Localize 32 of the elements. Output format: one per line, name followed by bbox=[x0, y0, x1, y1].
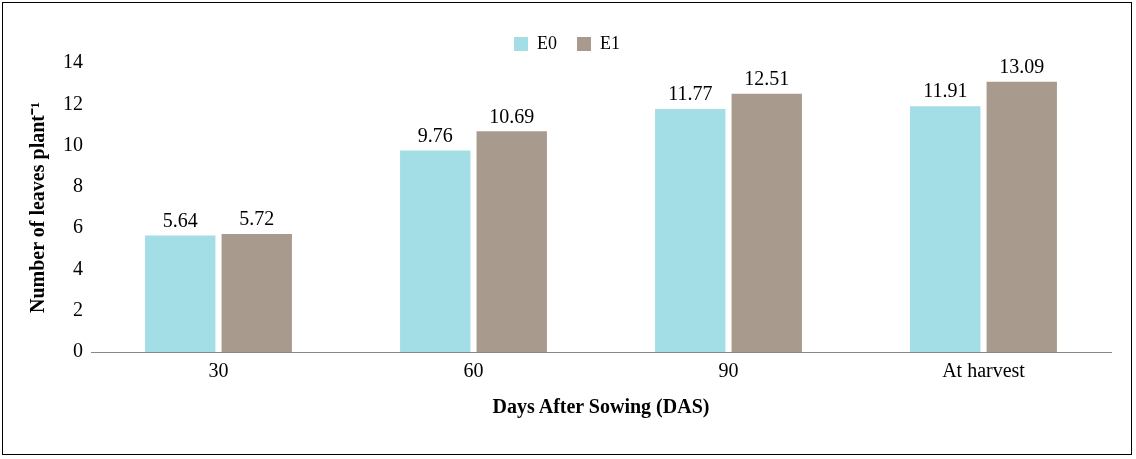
y-tick-label: 0 bbox=[73, 339, 83, 362]
y-tick-label: 2 bbox=[73, 297, 83, 320]
data-label: 13.09 bbox=[999, 55, 1045, 78]
legend-label: E1 bbox=[600, 32, 620, 53]
data-label: 11.91 bbox=[923, 79, 968, 102]
x-tick-label: 60 bbox=[463, 359, 484, 382]
data-label: 5.64 bbox=[162, 208, 198, 231]
x-tick-label: 30 bbox=[208, 359, 229, 382]
y-tick-label: 12 bbox=[63, 91, 83, 114]
y-axis-title: Number of leaves plant⁻¹ bbox=[26, 102, 50, 313]
data-label: 11.77 bbox=[668, 82, 713, 105]
bar bbox=[476, 131, 547, 352]
x-axis-title: Days After Sowing (DAS) bbox=[492, 395, 710, 419]
x-tick-label: 90 bbox=[718, 359, 739, 382]
bar bbox=[731, 93, 802, 352]
y-tick-label: 14 bbox=[63, 50, 83, 73]
y-tick-label: 4 bbox=[73, 256, 83, 279]
bar bbox=[400, 150, 471, 352]
bar bbox=[655, 109, 726, 352]
bar bbox=[221, 233, 292, 352]
legend-label: E0 bbox=[537, 32, 557, 53]
bar bbox=[910, 106, 981, 352]
x-tick-label: At harvest bbox=[942, 359, 1026, 382]
data-label: 12.51 bbox=[744, 67, 790, 90]
y-tick-label: 10 bbox=[63, 132, 83, 155]
data-label: 5.72 bbox=[239, 207, 275, 230]
data-label: 9.76 bbox=[417, 123, 453, 146]
bar bbox=[145, 235, 216, 352]
y-tick-label: 6 bbox=[73, 215, 83, 238]
y-tick-label: 8 bbox=[73, 174, 83, 197]
bar bbox=[986, 81, 1057, 352]
data-label: 10.69 bbox=[489, 104, 535, 127]
